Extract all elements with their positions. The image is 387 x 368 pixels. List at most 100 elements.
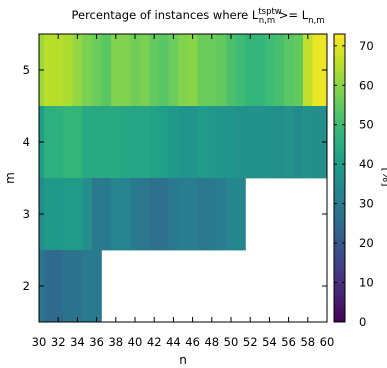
heatmap-cell [63,178,73,251]
heatmap-cell [149,178,160,251]
heatmap-cell [91,34,102,107]
heatmap-cell [197,178,208,251]
chart-title-main: Percentage of instances where L [71,8,258,22]
heatmap-cell [178,106,189,179]
y-tick-label: 4 [23,135,30,149]
chart-title-sub: n,m [259,16,275,26]
heatmap-cell [63,106,73,179]
x-tick-label: 42 [147,335,162,349]
x-tick-label: 46 [185,335,200,349]
x-tick-label: 48 [204,335,219,349]
heatmap-cell [216,34,227,107]
heatmap-cell [159,178,169,251]
heatmap-cell [226,34,237,107]
heatmap-cell [197,106,208,179]
heatmap-cell [43,178,54,251]
y-axis-ticks: 2 3 4 5 [23,63,327,293]
chart-title-sup: tsptw [258,7,281,17]
heatmap-cell [91,106,102,179]
heatmap-cell [168,106,179,179]
heatmap-cell [245,34,256,107]
heatmap-cell [63,34,73,107]
heatmap-cell [63,250,73,323]
heatmap-cell [207,106,217,179]
heatmap-cell [53,178,64,251]
colorbar-tick-label: 60 [359,78,374,92]
colorbar [333,33,346,323]
x-tick-label: 58 [300,335,315,349]
x-tick-label: 54 [262,335,277,349]
heatmap-cell [168,178,179,251]
heatmap-cell [130,178,141,251]
heatmap-cell [82,178,93,251]
heatmap-cell [101,34,112,107]
heatmap-cell [149,106,160,179]
heatmap-cell [72,34,83,107]
heatmap-cell [159,34,169,107]
colorbar-label: [%] [380,167,387,186]
heatmap-cell [159,106,169,179]
x-tick-label: 50 [224,335,239,349]
colorbar-tick-label: 0 [359,315,366,329]
heatmap-cell [82,106,93,179]
heatmap-cell [101,178,112,251]
heatmap-cell [53,250,64,323]
x-axis-label: n [179,353,187,367]
heatmap-cell [91,250,102,323]
chart-title: Percentage of instances where Ltsptw n,m … [71,7,324,26]
heatmap-cell [101,106,112,179]
heatmap-cell [53,106,64,179]
y-axis-label: m [3,172,17,184]
plot-frame [38,33,328,323]
heatmap-cell [216,178,227,251]
heatmap-cell [130,34,141,107]
heatmap-cell [82,250,93,323]
colorbar-tick-label: 10 [359,276,374,290]
heatmap-cell [303,34,313,107]
heatmap-cell [283,34,294,107]
heatmap-cell [216,106,227,179]
heatmap-cell [111,106,121,179]
x-tick-label: 60 [320,335,335,349]
heatmap-cell [235,106,246,179]
heatmap-cell [264,34,275,107]
heatmap-cell [43,250,54,323]
heatmap-cell [72,250,83,323]
x-tick-label: 36 [89,335,104,349]
heatmap-cell [187,106,198,179]
heatmap-cell [53,34,64,107]
x-tick-label: 56 [281,335,296,349]
heatmap-cell [139,178,150,251]
heatmap-cell [120,178,131,251]
heatmap-cell [187,178,198,251]
x-tick-label: 44 [166,335,181,349]
heatmap-cell [235,178,246,251]
heatmap-cell [197,34,208,107]
colorbar-tick-label: 30 [359,197,374,211]
heatmap-cell [139,34,150,107]
heatmap-cell [226,106,237,179]
heatmap-cell [72,178,83,251]
heatmap-cell [111,34,121,107]
heatmap-cell [43,106,54,179]
colorbar-tick-label: 40 [359,157,374,171]
heatmap-cell [178,34,189,107]
x-axis-ticks: 30 32 34 36 38 40 42 44 46 48 50 52 54 56 58 60 [32,34,335,349]
x-tick-label: 38 [108,335,123,349]
y-tick-label: 3 [23,207,30,221]
heatmap-cell [91,178,102,251]
heatmap-cell [120,34,131,107]
heatmap-cell [274,106,285,179]
heatmap-cell [43,34,54,107]
heatmap-cell [130,106,141,179]
colorbar-ticks: 0 10 20 30 40 50 60 70 [334,39,374,329]
chart-title-rest: >= L [275,8,309,22]
heatmap-cells [39,34,328,323]
heatmap-cell [120,106,131,179]
heatmap-cell [207,178,217,251]
heatmap-cell [226,178,237,251]
x-tick-label: 30 [32,335,47,349]
x-tick-label: 32 [51,335,66,349]
heatmap-cell [312,34,323,107]
